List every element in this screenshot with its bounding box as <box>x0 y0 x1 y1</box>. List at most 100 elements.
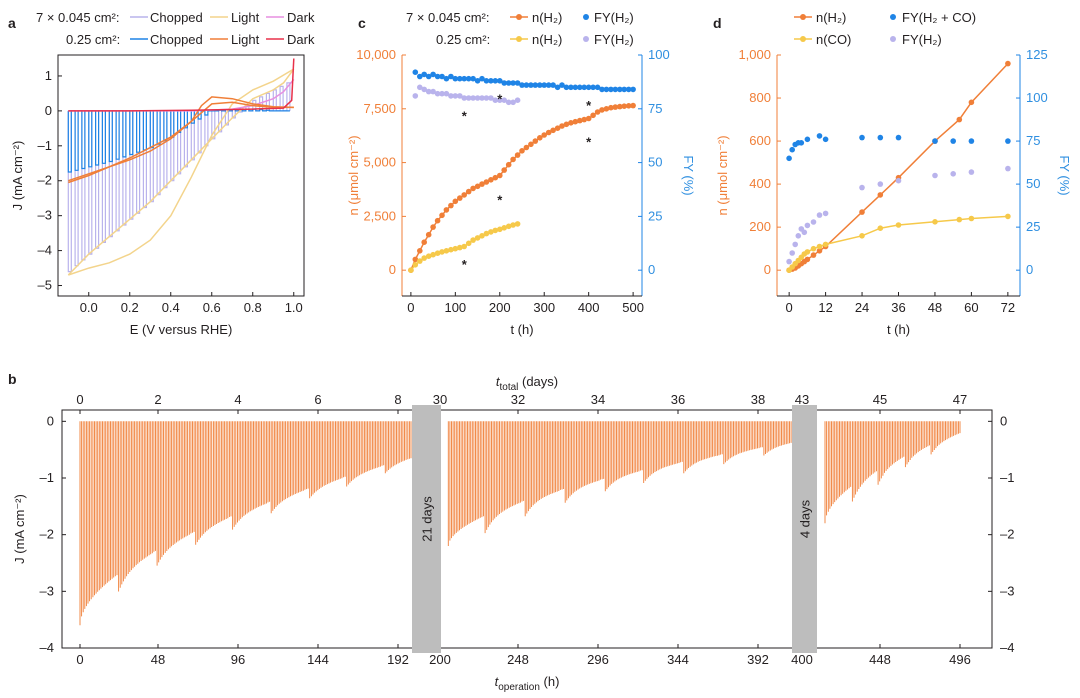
panel-d-chart: 0 12 24 36 48 60 72 0 200 400 600 800 1,000 0 25 50 75 10… <box>715 47 1072 337</box>
legend-d-fyh2co-dot <box>890 14 896 20</box>
panel-d-legend: n(H₂) FY(H₂ + CO) n(CO) FY(H₂) <box>794 10 976 47</box>
panel-c-7-0-045-cm-fy-h--point <box>630 86 636 93</box>
panel-c-0-25-cm-fy-h--point <box>443 90 450 97</box>
panel-b-ytick-left-label: –4 <box>40 640 54 655</box>
panel-c-0-25-cm-n-h--point <box>497 226 503 233</box>
panel-c-7-0-045-cm-n-h--point <box>425 231 432 238</box>
panel-c-0-25-cm-fy-h--point <box>425 88 432 95</box>
panel-c-0-25-cm-n-h--point <box>408 267 414 274</box>
panel-c-0-25-cm-fy-h--point <box>492 97 499 103</box>
panel-c-7-0-045-cm-fy-h--point <box>554 84 561 91</box>
panel-c-0-25-cm-n-h--point <box>452 245 459 252</box>
panel-d-fy-h--point <box>950 171 956 177</box>
panel-c-7-0-045-cm-n-h--point <box>528 141 534 148</box>
panel-c-xtick-label: 0 <box>407 300 414 315</box>
panel-b-xtick-label: 144 <box>307 652 329 667</box>
panel-d-fy-h--point <box>822 210 829 217</box>
legend-d-nco: n(CO) <box>816 32 851 47</box>
panel-c-7-0-045-cm-fy-h--point <box>461 75 468 82</box>
panel-d-n-h--point <box>859 209 865 215</box>
panel-c-0-25-cm-fy-h--point <box>439 90 445 97</box>
panel-c-7-0-045-cm-fy-h--point <box>550 82 556 88</box>
panel-b-top-tick-label: 34 <box>591 392 605 407</box>
panel-c-0-25-cm-fy-h--point <box>510 99 516 106</box>
panel-c-0-25-cm-n-h--point <box>417 258 423 264</box>
panel-c-7-0-045-cm-n-h--point <box>603 106 610 112</box>
panel-d-fy-h--point <box>804 222 811 229</box>
panel-c-7-0-045-cm-n-h--point <box>537 135 543 141</box>
panel-d-fy-h-co--point <box>877 134 884 141</box>
panel-d-fy-h--point <box>968 169 975 175</box>
panel-b-xtick-label: 296 <box>587 652 609 667</box>
panel-c-7-0-045-cm-fy-h--point <box>568 84 574 91</box>
panel-b-top-tick-label: 32 <box>511 392 525 407</box>
panel-c-7-0-045-cm-n-h--point <box>577 117 583 124</box>
panel-d-n-h--line <box>788 63 1009 271</box>
panel-d-fy-h--point <box>795 233 802 239</box>
panel-b-ytick-left-label: –3 <box>40 583 54 598</box>
legend-a-chopped-small: Chopped <box>150 10 203 25</box>
panel-d-xtick-label: 36 <box>891 300 905 315</box>
panel-c-yl-tick-label: 0 <box>389 262 396 277</box>
panel-c-7-0-045-cm-n-h--point <box>608 104 614 111</box>
panel-d-yr-tick-label: 125 <box>1026 47 1048 62</box>
panel-b-top-tick-label: 43 <box>795 392 809 407</box>
panel-d-n-co--point <box>804 249 811 255</box>
panel-c-0-25-cm-fy-h--point <box>505 99 512 106</box>
panel-c-ylabel-left: n (μmol cm⁻²) <box>346 135 361 215</box>
panel-c-7-0-045-cm-fy-h--point <box>545 82 552 88</box>
panel-c-7-0-045-cm-fy-h--point <box>470 75 476 82</box>
legend-d-fyh2-dot <box>890 36 896 42</box>
panel-c-0-25-cm-fy-h--point <box>501 97 508 103</box>
panel-b-gap-label-2: 4 days <box>798 499 813 538</box>
legend-c-nh2-large-dot <box>516 36 522 42</box>
panel-c-0-25-cm-fy-h--point <box>417 84 423 91</box>
panel-c-7-0-045-cm-n-h--point <box>417 248 423 254</box>
panel-c-7-0-045-cm-fy-h--point <box>452 75 459 82</box>
panel-c-7-0-045-cm-fy-h--point <box>505 80 512 86</box>
panel-c-7-0-045-cm-n-h--point <box>457 195 463 201</box>
panel-c-7-0-045-cm-fy-h--point <box>443 75 450 82</box>
panel-c-7-0-045-cm-fy-h--point <box>563 84 570 91</box>
panel-c-7-0-045-cm-fy-h--point <box>497 78 503 84</box>
panel-c-xtick-label: 400 <box>578 300 600 315</box>
panel-c-7-0-045-cm-fy-h--point <box>457 75 463 82</box>
panel-c-0-25-cm-fy-h--point <box>488 95 494 101</box>
panel-c-yr-tick-label: 75 <box>648 101 662 116</box>
panel-a-ytick-label: –1 <box>38 138 52 153</box>
panel-a-ylabel: J (mA cm⁻²) <box>10 141 25 211</box>
panel-d-fy-h-co--point <box>822 136 829 143</box>
panel-c-7-0-045-cm-fy-h--point <box>492 78 499 84</box>
panel-c-7-0-045-cm-fy-h--point <box>479 75 485 82</box>
panel-c-7-0-045-cm-fy-h--point <box>519 82 525 88</box>
panel-d-yr-tick-label: 75 <box>1026 133 1040 148</box>
panel-c-7-0-045-cm-fy-h--point <box>430 71 436 78</box>
panel-c-yr-tick-label: 50 <box>648 155 662 170</box>
panel-d-fy-h--point <box>895 177 902 184</box>
panel-b-top-xlabel: ttotal (days) <box>496 374 558 393</box>
panel-c-star: * <box>462 257 468 272</box>
panel-c-xtick-label: 300 <box>533 300 555 315</box>
panel-d-xtick-label: 12 <box>818 300 832 315</box>
panel-c-0-25-cm-n-h--point <box>430 251 436 258</box>
panel-c-7-0-045-cm-n-h--point <box>448 202 454 209</box>
panel-c-0-25-cm-fy-h--point <box>430 88 436 95</box>
panel-c-star: * <box>497 91 503 106</box>
panel-b-gap-bar-1 <box>412 405 441 653</box>
panel-c-7-0-045-cm-n-h--point <box>585 115 592 122</box>
panel-c-7-0-045-cm-fy-h--point <box>572 84 579 91</box>
panel-c-0-25-cm-fy-h--point <box>434 90 441 97</box>
legend-d-nh2: n(H₂) <box>816 10 846 25</box>
panel-c-7-0-045-cm-fy-h--point <box>537 82 543 88</box>
panel-c-7-0-045-cm-fy-h--point <box>488 78 494 84</box>
panel-c-0-25-cm-fy-h--point <box>497 97 503 103</box>
panel-c-0-25-cm-n-h--point <box>434 250 441 256</box>
panel-c-7-0-045-cm-n-h--point <box>523 144 530 151</box>
panel-c-7-0-045-cm-n-h--point <box>617 103 623 110</box>
panel-b-xtick-label: 400 <box>791 652 813 667</box>
legend-c-row1-label: 7 × 0.045 cm²: <box>406 10 489 25</box>
panel-c-7-0-045-cm-fy-h--point <box>439 73 445 80</box>
panel-b-top-tick-label: 8 <box>394 392 401 407</box>
panel-c-7-0-045-cm-fy-h--point <box>474 78 481 84</box>
panel-b-top-tick-label: 36 <box>671 392 685 407</box>
